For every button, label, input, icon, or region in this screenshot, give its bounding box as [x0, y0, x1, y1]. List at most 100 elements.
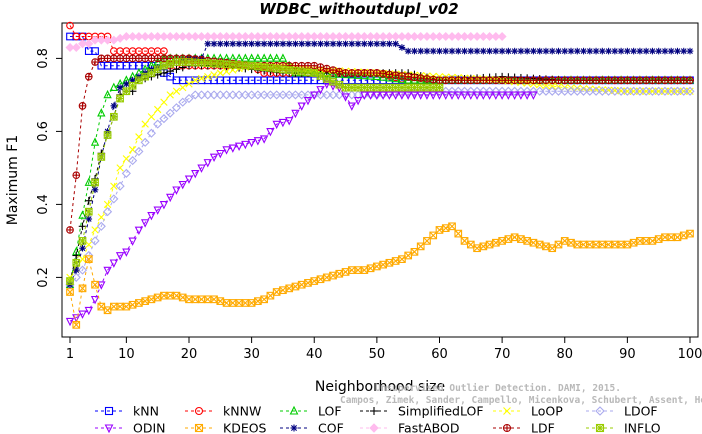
data-point [278, 118, 288, 128]
data-point [447, 31, 457, 42]
data-point [222, 67, 231, 76]
data-point [78, 222, 87, 231]
data-point [222, 146, 231, 155]
data-point [97, 302, 106, 311]
data-point [291, 282, 300, 291]
data-point [322, 31, 332, 42]
data-point [285, 66, 294, 74]
data-point [272, 53, 281, 62]
data-point [178, 97, 188, 107]
data-point [504, 235, 513, 243]
data-point [466, 76, 475, 85]
data-point [204, 72, 212, 81]
data-point [97, 153, 106, 161]
data-point [322, 64, 331, 73]
data-point [379, 69, 387, 78]
data-point [536, 47, 543, 55]
data-point [84, 39, 94, 49]
data-point [78, 237, 87, 245]
data-point [572, 86, 582, 96]
data-point [398, 83, 406, 92]
data-point [78, 255, 87, 263]
data-point [285, 284, 294, 293]
data-point [548, 76, 557, 85]
data-point [486, 47, 493, 55]
data-point [71, 42, 81, 52]
data-point [316, 72, 325, 80]
data-point [530, 47, 537, 55]
data-point [391, 71, 400, 80]
data-point [516, 86, 526, 96]
data-point [84, 255, 93, 264]
data-point [216, 149, 225, 159]
data-point [354, 83, 362, 92]
legend-label: LOF [318, 404, 342, 419]
data-point [335, 40, 343, 48]
data-point [523, 47, 531, 55]
data-point [303, 31, 313, 42]
data-point [629, 238, 638, 247]
data-point [184, 93, 194, 104]
data-point [404, 47, 412, 55]
data-point [435, 83, 444, 92]
data-point [90, 236, 100, 246]
x-tick-label: 40 [306, 347, 323, 362]
data-point [485, 91, 494, 100]
data-point [153, 293, 162, 302]
series-fastabod [65, 31, 507, 52]
data-point [629, 76, 638, 85]
data-point [485, 76, 494, 85]
data-point [110, 182, 118, 190]
data-point [103, 200, 112, 209]
data-point [91, 47, 99, 55]
data-point [247, 139, 256, 148]
data-point [297, 102, 306, 111]
data-point [122, 87, 131, 96]
data-point [266, 128, 275, 137]
data-point [172, 186, 181, 195]
data-point [554, 240, 563, 249]
data-point [409, 31, 419, 42]
data-point [667, 47, 675, 55]
data-point [72, 320, 81, 329]
data-point [423, 74, 431, 83]
data-point [128, 81, 137, 90]
data-point [223, 40, 230, 48]
data-point [435, 91, 444, 100]
data-point [497, 86, 507, 96]
data-point [492, 47, 500, 55]
data-point [422, 75, 432, 84]
data-point [147, 54, 156, 63]
data-point [153, 119, 163, 129]
data-point [342, 40, 349, 48]
data-point [278, 90, 288, 100]
data-point [329, 271, 337, 280]
data-point [72, 266, 80, 274]
x-axis-label: Neighborhood size [315, 379, 445, 395]
data-point [635, 86, 645, 96]
data-point [498, 47, 506, 55]
data-point [416, 83, 425, 92]
data-point [78, 210, 87, 219]
data-point [65, 317, 75, 327]
data-point [491, 91, 501, 100]
data-point [454, 76, 463, 85]
data-point [197, 164, 206, 173]
data-point [547, 86, 557, 96]
data-point [66, 226, 74, 234]
data-point [216, 60, 225, 68]
data-point [116, 164, 124, 172]
data-point [624, 47, 631, 55]
data-point [641, 86, 651, 96]
data-point [373, 262, 381, 271]
data-point [566, 86, 576, 96]
legend-item-knnw: kNNW [185, 404, 261, 419]
data-point [410, 83, 419, 92]
data-point [592, 76, 600, 85]
data-point [272, 31, 282, 42]
data-point [153, 65, 162, 74]
data-point [248, 40, 255, 48]
data-point [410, 91, 419, 100]
data-point [529, 76, 538, 85]
data-point [666, 86, 676, 96]
